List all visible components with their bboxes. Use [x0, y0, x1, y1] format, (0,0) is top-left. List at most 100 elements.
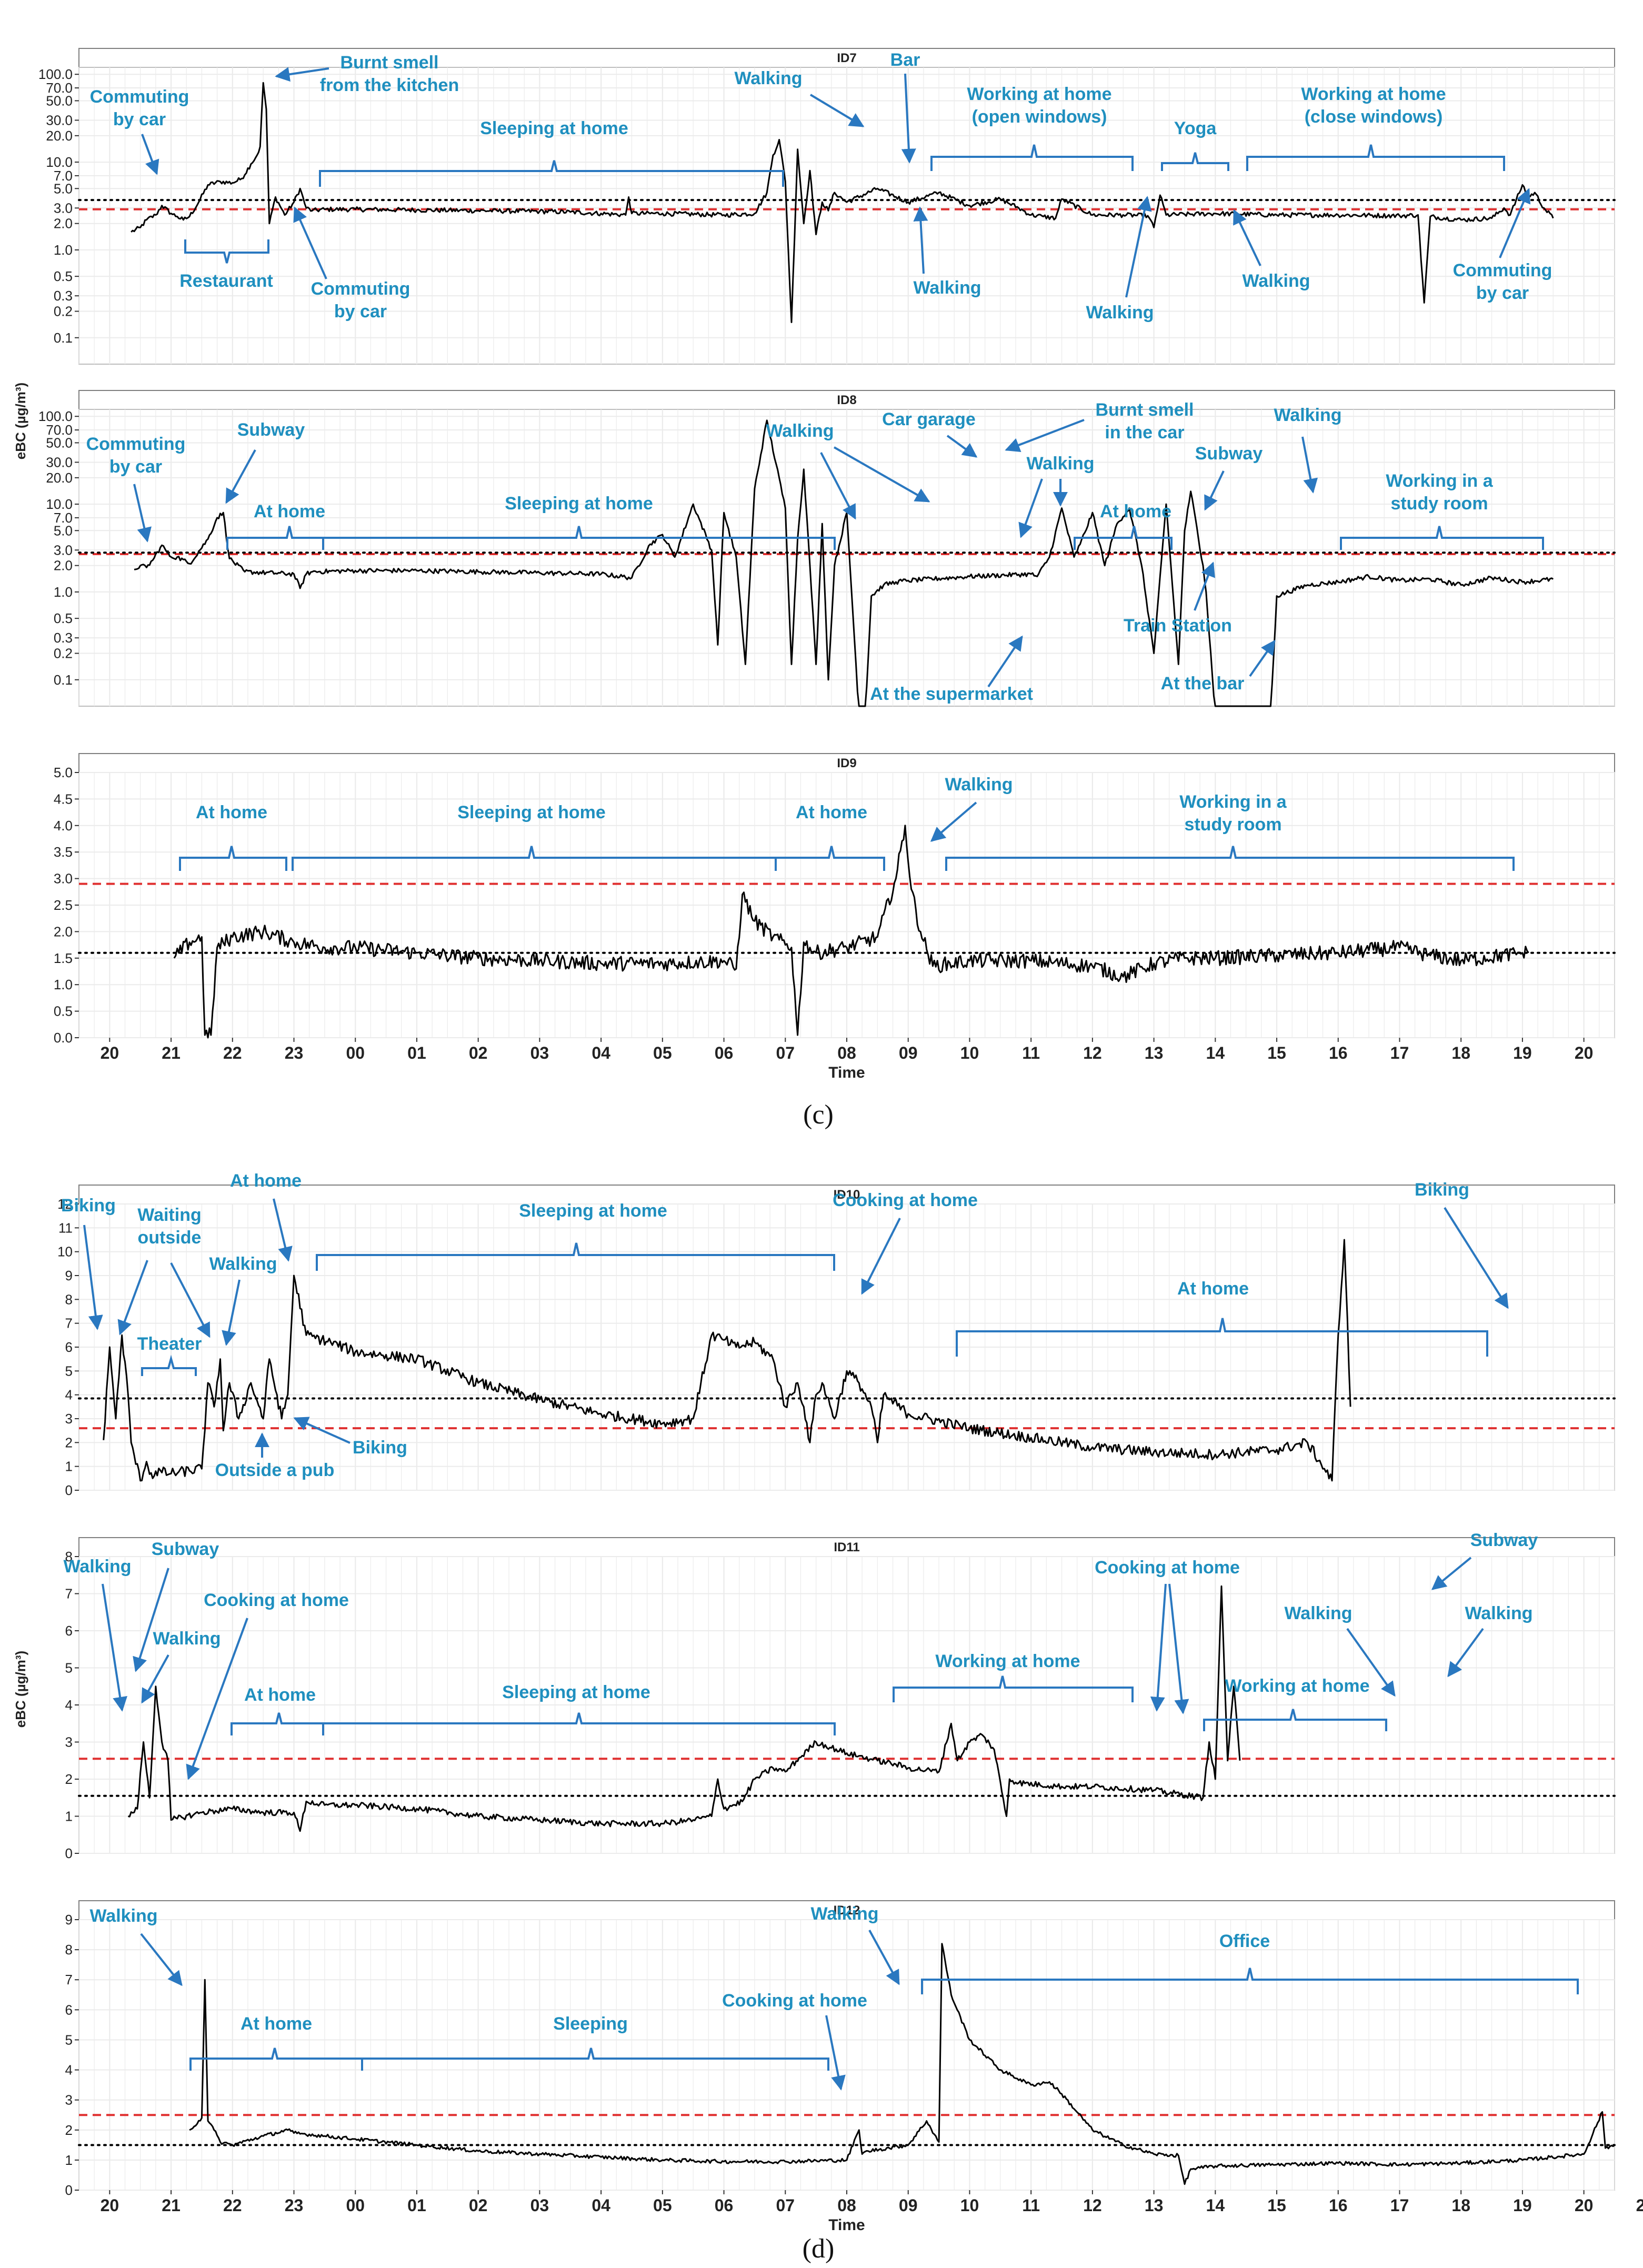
xtick-label: 06 [715, 1043, 734, 1062]
brace-sleeping-id8 [322, 526, 836, 550]
ann-restaurant: Restaurant [179, 271, 273, 291]
xtick-label: 05 [653, 1043, 672, 1062]
ytick-label: 1.0 [54, 977, 73, 992]
ann-athome-id8-1: At home [254, 501, 325, 521]
ann-walking-id9: Walking [945, 775, 1013, 795]
xtick-label: 12 [1083, 1043, 1102, 1062]
xtick-label: 01 [407, 1043, 426, 1062]
xtick-label: 22 [223, 2196, 242, 2215]
xtick-label: 04 [592, 1043, 610, 1062]
ann-train-station: Train Station [1124, 616, 1232, 636]
brace-sleeping-id10 [316, 1242, 835, 1271]
ytick-label: 1 [65, 2152, 73, 2168]
arrow-cooking-id11-2b [1168, 1583, 1189, 1714]
strip-title: ID10 [834, 1188, 860, 1202]
ytick-label: 10.0 [46, 154, 73, 170]
ytick-label: 3 [65, 2092, 73, 2108]
arrow-waiting-1 [117, 1260, 148, 1336]
xtick-label: 07 [776, 1043, 795, 1062]
xtick-label: 20 [101, 1043, 119, 1062]
chart-id11: ID11 0 1 2 3 4 5 6 7 8 [65, 1537, 1616, 1861]
xtick-label: 00 [346, 2196, 365, 2215]
ytick-label: 0.5 [54, 610, 73, 626]
arrow-waiting-2 [170, 1262, 211, 1338]
xtick-label: 06 [715, 2196, 734, 2215]
ann-working-open-b: (open windows) [972, 107, 1107, 127]
ytick-label: 3 [65, 1411, 73, 1427]
xtick-label: 19 [1513, 1043, 1532, 1062]
ebc-series-line [134, 419, 1554, 707]
ann-athome-id10-2: At home [1177, 1279, 1249, 1299]
arrow-subway-id8-1 [225, 449, 256, 504]
ann-walking-id8-2: Walking [1026, 454, 1094, 474]
xtick-label: 14 [1206, 2196, 1225, 2215]
xtick-label: 21 [162, 1043, 181, 1062]
ebc-series-line [189, 1943, 1615, 2185]
ytick-label: 5 [65, 1363, 73, 1379]
ytick-label: 5 [65, 1660, 73, 1676]
ann-walking-id8-3: Walking [1274, 405, 1341, 425]
xtick-label: 13 [1145, 2196, 1164, 2215]
ann-commuting-car-1a: Commuting [90, 87, 189, 107]
arrow-walking-id11-2 [141, 1654, 169, 1704]
strip-title: ID8 [837, 393, 856, 407]
ebc-series-line [131, 82, 1554, 323]
panel-c: eBC (µg/m³) ID70.10.20.30.51.02.03.05.07… [13, 48, 1616, 1130]
ytick-label: 2.0 [54, 924, 73, 939]
ann-walking-id10: Walking [209, 1254, 277, 1274]
ytick-label: 5.0 [54, 765, 73, 780]
ann-waiting-a: Waiting [137, 1205, 202, 1225]
ann-working-id11-1: Working at home [935, 1651, 1080, 1671]
ytick-label: 100.0 [38, 66, 73, 82]
xtick-label: 17 [1390, 2196, 1409, 2215]
xtick-label: 23 [285, 2196, 304, 2215]
xtick-label: 03 [530, 1043, 549, 1062]
arrow-commuting-3 [1499, 188, 1531, 258]
arrow-commuting-2 [293, 206, 327, 279]
xtick-label: 21 [1636, 2196, 1643, 2215]
ann-walking-id7-1: Walking [734, 68, 802, 88]
ann-working-close-b: (close windows) [1305, 107, 1443, 127]
annotations-id8: Commuting by car Subway At home Sleeping… [86, 400, 1544, 704]
ytick-label: 2 [65, 2122, 73, 2138]
panel-label-c: (c) [803, 1100, 834, 1130]
gridlines [78, 1919, 1615, 2191]
xtick-label: 16 [1329, 1043, 1348, 1062]
ann-cooking-id11-1: Cooking at home [204, 1590, 349, 1610]
brace-sleeping-id11 [322, 1712, 836, 1735]
arrow-walking-id8-1b [834, 446, 930, 503]
arrow-subway-id11-2 [1431, 1557, 1472, 1590]
ann-working-study-a: Working in a [1386, 471, 1493, 491]
xtick-label: 20 [1575, 1043, 1594, 1062]
xtick-label: 02 [469, 2196, 488, 2215]
ytick-label: 7.0 [54, 168, 73, 184]
ann-athome-id9-2: At home [796, 802, 867, 822]
arrow-cooking-id12 [825, 2015, 846, 2091]
ytick-label: 8 [65, 1549, 73, 1564]
ann-sleeping-id10: Sleeping at home [519, 1201, 667, 1221]
xtick-label: 11 [1022, 1043, 1040, 1062]
ytick-label: 4.0 [54, 818, 73, 834]
y-axis-label-c: eBC (µg/m³) [13, 383, 28, 459]
arrow-biking-id10-1 [83, 1225, 103, 1330]
brace-working-open [930, 144, 1134, 171]
ytick-label: 0.5 [54, 268, 73, 284]
arrow-commuting-id8 [133, 484, 152, 543]
brace-athome-id10-2 [956, 1318, 1488, 1357]
ann-office: Office [1219, 1931, 1270, 1951]
ytick-label: 2.5 [54, 897, 73, 913]
ytick-label: 0.1 [54, 330, 73, 346]
brace-working-id11-2 [1203, 1709, 1387, 1731]
arrow-walking-id8-3 [1301, 436, 1318, 494]
strip-ID7 [78, 48, 1615, 68]
ann-supermarket: At the supermarket [870, 684, 1033, 704]
ytick-label: 1 [65, 1809, 73, 1824]
brace-sleeping-id7 [319, 160, 784, 187]
ann-yoga: Yoga [1174, 118, 1217, 138]
arrow-at-bar [1249, 639, 1276, 677]
arrow-walking-id12-1 [140, 1933, 183, 1986]
arrow-car-garage [946, 435, 978, 458]
ann-biking-id10-3: Biking [353, 1438, 407, 1458]
ytick-label: 4 [65, 2062, 73, 2078]
